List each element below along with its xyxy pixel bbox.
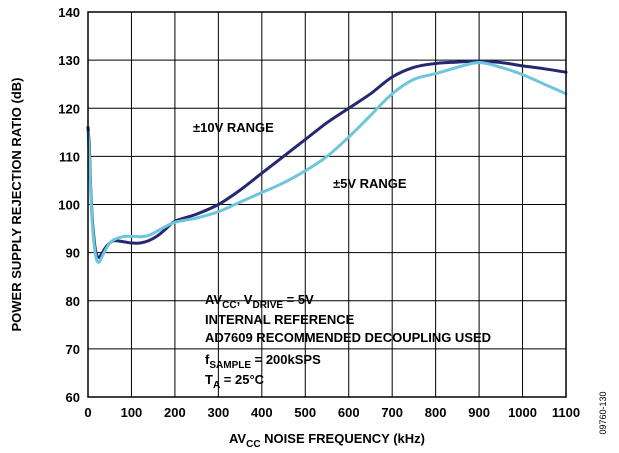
- figure-id: 09760-130: [598, 391, 608, 434]
- x-tick-label: 0: [84, 405, 91, 420]
- test-conditions: AVCC, VDRIVE = 5V INTERNAL REFERENCE AD7…: [205, 292, 491, 391]
- y-tick-labels: 60 70 80 90 100 110 120 130 140: [58, 5, 80, 405]
- x-axis-label: AVCC NOISE FREQUENCY (kHz): [229, 431, 425, 450]
- x-axis-label-sub: CC: [246, 439, 260, 450]
- y-tick-label: 80: [66, 294, 80, 309]
- y-tick-label: 140: [58, 5, 80, 20]
- y-tick-label: 100: [58, 198, 80, 213]
- y-axis-label: POWER SUPPLY REJECTION RATIO (dB): [9, 77, 24, 331]
- x-tick-label: 900: [468, 405, 490, 420]
- x-tick-label: 600: [338, 405, 360, 420]
- x-tick-label: 1000: [508, 405, 537, 420]
- annotation-5v-range: ±5V RANGE: [333, 176, 407, 191]
- x-tick-label: 500: [294, 405, 316, 420]
- x-tick-label: 1100: [552, 405, 580, 420]
- x-tick-label: 300: [208, 405, 230, 420]
- plot-frame: [87, 11, 567, 398]
- x-tick-label: 400: [251, 405, 273, 420]
- annotation-10v-range: ±10V RANGE: [193, 120, 274, 135]
- y-tick-label: 60: [66, 390, 80, 405]
- x-axis-label-main: AV: [229, 431, 246, 446]
- cond5-a-sub: A: [213, 380, 220, 391]
- x-tick-label: 800: [425, 405, 447, 420]
- cond4-a: f: [205, 352, 210, 367]
- cond1-b-sub: DRIVE: [252, 300, 283, 311]
- y-tick-label: 130: [58, 53, 80, 68]
- condition-reference: INTERNAL REFERENCE: [205, 312, 355, 327]
- condition-decoupling: AD7609 RECOMMENDED DECOUPLING USED: [205, 330, 491, 345]
- x-tick-label: 100: [121, 405, 143, 420]
- cond1-c: = 5V: [283, 292, 314, 307]
- cond4-a-sub: SAMPLE: [209, 360, 251, 371]
- x-tick-labels: 0 100 200 300 400 500 600 700 800 900 1000 1100: [84, 405, 580, 420]
- condition-supply: AVCC, VDRIVE = 5V: [205, 292, 314, 311]
- x-tick-label: 200: [164, 405, 186, 420]
- series-line-5v-range: [86, 61, 568, 264]
- cond5-b: = 25°C: [220, 372, 264, 387]
- series-line-10v-range: [86, 59, 568, 259]
- x-axis-label-rest: NOISE FREQUENCY (kHz): [261, 431, 425, 446]
- cond4-b: = 200kSPS: [251, 352, 321, 367]
- cond1-a-sub: CC: [222, 300, 236, 311]
- y-tick-label: 90: [66, 246, 80, 261]
- cond1-a: AV: [205, 292, 222, 307]
- series-layer: [86, 59, 568, 264]
- grid: [88, 12, 566, 397]
- y-tick-label: 70: [66, 342, 80, 357]
- y-tick-label: 110: [59, 149, 80, 164]
- x-tick-label: 700: [381, 405, 403, 420]
- condition-sample-rate: fSAMPLE = 200kSPS: [205, 352, 321, 371]
- cond1-b: , V: [237, 292, 253, 307]
- cond5-a: T: [205, 372, 213, 387]
- y-tick-label: 120: [58, 101, 80, 116]
- condition-temperature: TA = 25°C: [205, 372, 265, 391]
